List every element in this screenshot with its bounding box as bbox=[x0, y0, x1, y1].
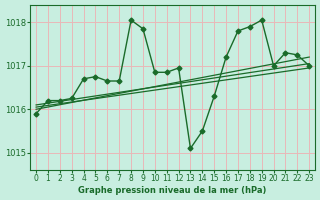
X-axis label: Graphe pression niveau de la mer (hPa): Graphe pression niveau de la mer (hPa) bbox=[78, 186, 267, 195]
